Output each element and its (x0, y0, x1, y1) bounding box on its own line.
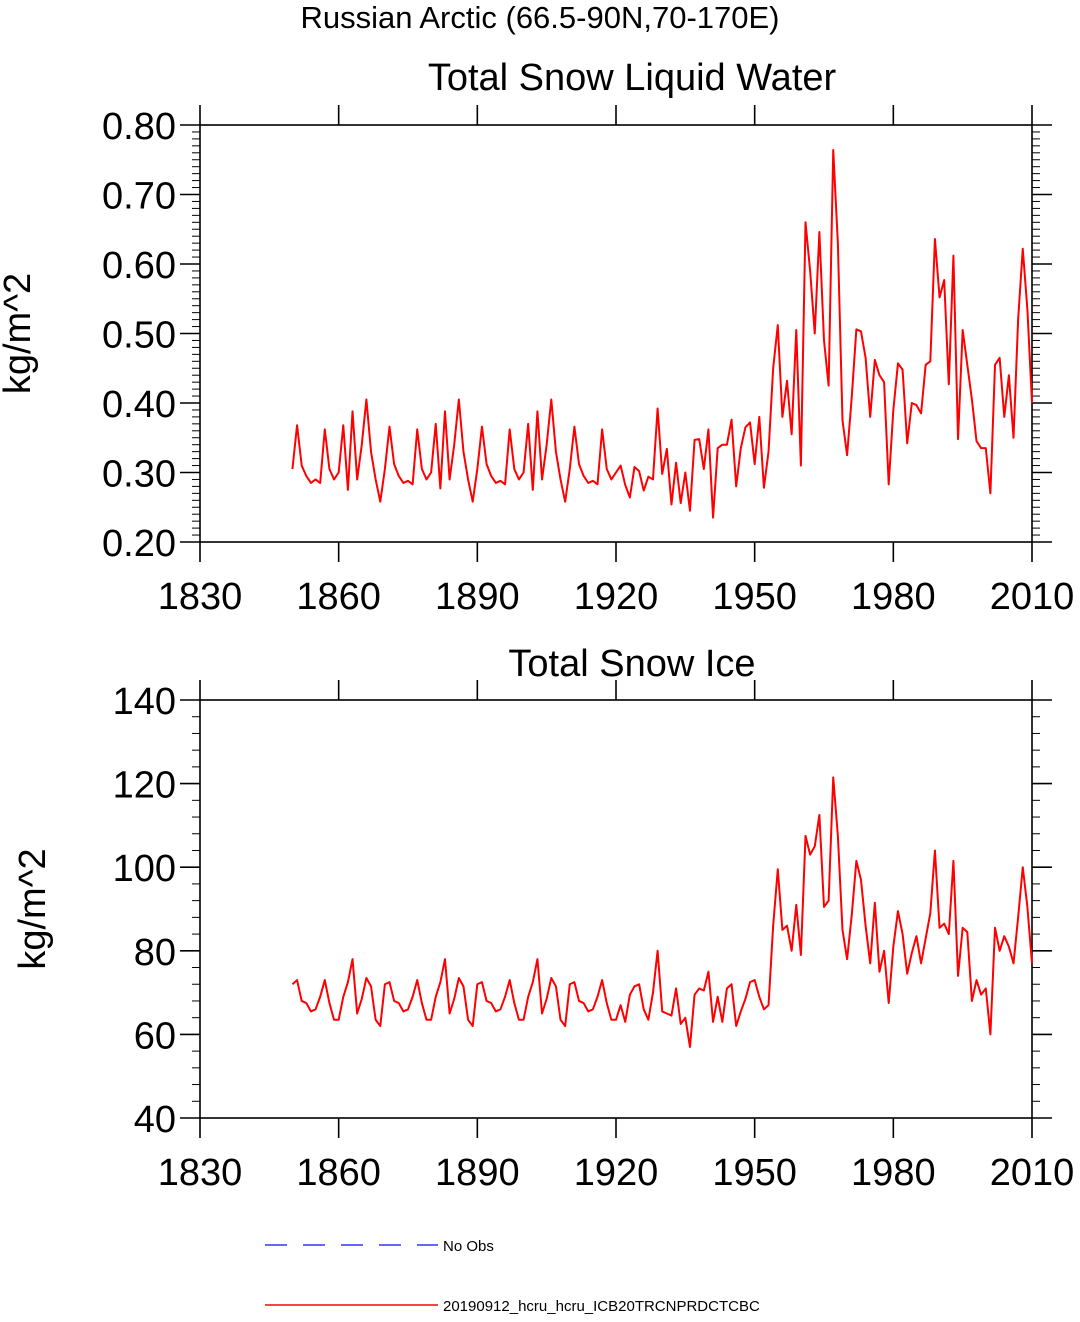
x-tick-label: 1860 (296, 1152, 381, 1194)
plot-frame (199, 699, 1033, 1119)
y-tick-label: 0.70 (102, 176, 176, 218)
y-tick-label: 0.80 (102, 106, 176, 148)
x-tick-label: 1950 (712, 1152, 797, 1194)
y-tick-label: 60 (134, 1015, 176, 1057)
y-tick-label: 120 (113, 765, 176, 807)
panel-snow-liquid-water: Total Snow Liquid Water kg/m^2 0.20 0.30 0.4… (0, 57, 1074, 618)
x-tick-label: 1920 (574, 1152, 659, 1194)
x-tick-label: 1830 (158, 1152, 243, 1194)
y-tick-label: 0.60 (102, 245, 176, 287)
y-tick-label: 100 (113, 848, 176, 890)
x-tick-label: 2010 (990, 576, 1075, 618)
y-tick-label: 0.50 (102, 315, 176, 357)
x-tick-label: 1980 (851, 1152, 936, 1194)
y-tick-label: 40 (134, 1099, 176, 1141)
legend-label-no-obs: No Obs (443, 1238, 494, 1255)
y-tick-label: 0.20 (102, 523, 176, 565)
x-tick-label: 1890 (435, 1152, 520, 1194)
legend-label-model: 20190912_hcru_hcru_ICB20TRCNPRDCTCBC (443, 1298, 760, 1315)
x-tick-label: 1980 (851, 576, 936, 618)
x-tick-label: 2010 (990, 1152, 1075, 1194)
x-tick-label: 1950 (712, 576, 797, 618)
page-title: Russian Arctic (66.5-90N,70-170E) (300, 0, 779, 35)
legend: No Obs 20190912_hcru_hcru_ICB20TRCNPRDCT… (265, 1238, 760, 1315)
panel-snow-ice: Total Snow Ice kg/m^2 40 60 80 100 120 140 1830 1… (12, 643, 1074, 1194)
x-tick-label: 1920 (574, 576, 659, 618)
series-line (291, 149, 1033, 519)
series-line (291, 776, 1033, 1048)
panel-title: Total Snow Liquid Water (428, 57, 837, 99)
x-tick-label: 1860 (296, 576, 381, 618)
y-tick-label: 0.40 (102, 384, 176, 426)
y-axis-label: kg/m^2 (0, 273, 39, 394)
y-axis-label: kg/m^2 (12, 848, 54, 969)
x-tick-label: 1890 (435, 576, 520, 618)
panel-title: Total Snow Ice (508, 643, 755, 685)
y-tick-label: 0.30 (102, 454, 176, 496)
plot-frame (199, 124, 1033, 543)
y-tick-label: 140 (113, 681, 176, 723)
y-tick-label: 80 (134, 932, 176, 974)
x-tick-label: 1830 (158, 576, 243, 618)
